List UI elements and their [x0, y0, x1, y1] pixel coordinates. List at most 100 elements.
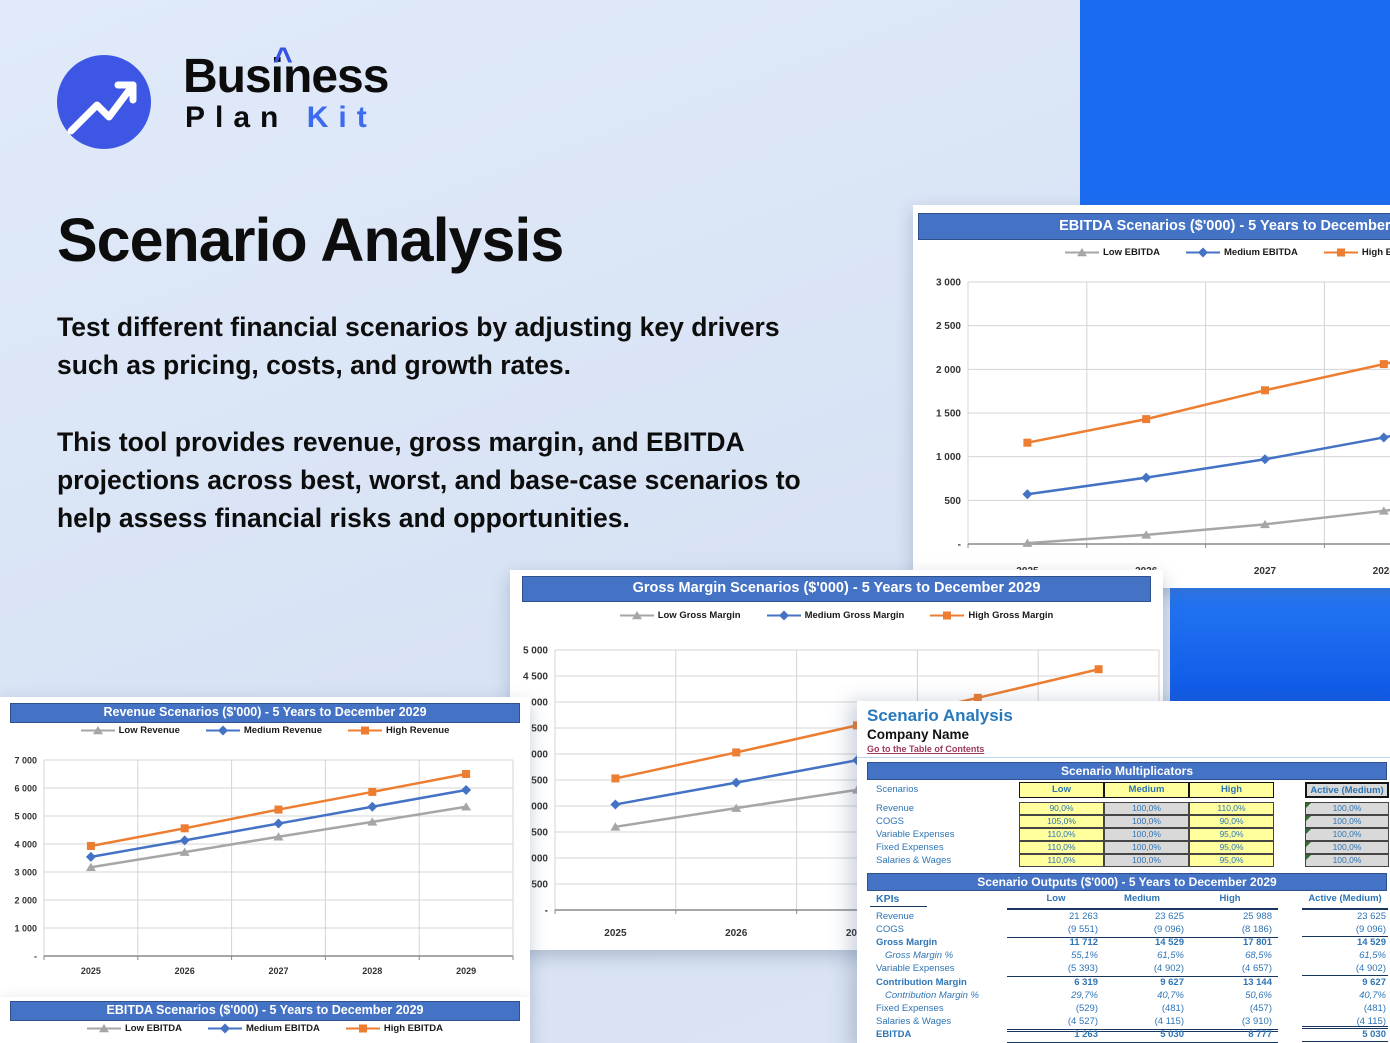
legend-label: High Revenue — [386, 725, 450, 736]
svg-text:4 500: 4 500 — [523, 672, 548, 683]
chart-legend: Low Revenue Medium Revenue High Revenue — [0, 725, 530, 736]
column-header: High — [1189, 782, 1274, 798]
value-high: (3 910) — [1241, 1015, 1272, 1027]
legend-marker-icon — [205, 725, 240, 736]
value-active: 23 625 — [1356, 911, 1386, 922]
row-label: Fixed Expenses — [876, 842, 944, 853]
table-row: Gross Margin 11 712 14 529 17 801 14 529 — [857, 937, 1390, 950]
table-row: Salaries & Wages (4 527) (4 115) (3 910)… — [857, 1015, 1390, 1032]
table-row: Revenue 90,0% 100,0% 110,0% 100,0% — [857, 802, 1390, 815]
legend-marker-icon — [1323, 248, 1358, 257]
svg-text:5 000: 5 000 — [523, 646, 548, 657]
cell-low[interactable]: 110,0% — [1019, 841, 1104, 854]
value-active: 5 030 — [1302, 1029, 1388, 1042]
multiplicators-header: Scenario Multiplicators — [867, 762, 1387, 780]
cell-medium[interactable]: 100,0% — [1104, 828, 1189, 841]
cell-medium[interactable]: 100,0% — [1104, 815, 1189, 828]
value-low: 6 319 — [1074, 976, 1098, 988]
brand-name: Business — [183, 50, 389, 103]
legend-label: Low EBITDA — [1103, 247, 1160, 258]
value-medium: (4 115) — [1154, 1015, 1184, 1027]
comment-triangle-icon — [1306, 816, 1311, 821]
value-group: 1 263 5 030 8 777 — [1007, 1029, 1278, 1043]
value-group: (5 393) (4 902) (4 657) — [1007, 963, 1278, 978]
table-row: EBITDA 1 263 5 030 8 777 5 030 — [857, 1029, 1390, 1043]
cell-active[interactable]: 100,0% — [1305, 815, 1389, 828]
svg-text:2028: 2028 — [362, 966, 382, 976]
sheet-company-name: Company Name — [867, 727, 970, 742]
comment-triangle-icon — [1306, 829, 1311, 834]
svg-text:2029: 2029 — [456, 966, 476, 976]
table-row: Variable Expenses (5 393) (4 902) (4 657… — [857, 963, 1390, 978]
svg-text:2 000: 2 000 — [14, 896, 37, 906]
svg-text:2 500: 2 500 — [936, 321, 961, 332]
svg-text:2027: 2027 — [268, 966, 288, 976]
row-label: Salaries & Wages — [876, 855, 952, 866]
cell-active[interactable]: 100,0% — [1305, 828, 1389, 841]
row-label: Gross Margin — [876, 937, 938, 949]
chart-panel-ebitda-bottom: EBITDA Scenarios ($'000) - 5 Years to De… — [0, 997, 530, 1043]
cell-active[interactable]: 100,0% — [1305, 802, 1389, 815]
legend-label: Medium Gross Margin — [804, 610, 905, 621]
value-high: 17 801 — [1242, 937, 1272, 949]
value-active: 61,5% — [1359, 950, 1386, 962]
active-column-header: Active (Medium) — [1305, 782, 1389, 798]
value-low: (529) — [1075, 1002, 1098, 1014]
cell-high[interactable]: 95,0% — [1189, 854, 1274, 867]
row-label: Variable Expenses — [876, 829, 955, 840]
value-high: 8 777 — [1248, 1028, 1272, 1040]
value-high: (8 186) — [1241, 924, 1272, 936]
kpis-header: KPIs — [870, 893, 928, 907]
svg-text:1 000: 1 000 — [523, 854, 548, 865]
value-low: 11 712 — [1069, 937, 1098, 949]
value-low: 29,7% — [1071, 989, 1098, 1001]
legend-marker-icon — [80, 726, 115, 735]
row-label: Revenue — [876, 803, 915, 814]
cell-high[interactable]: 95,0% — [1189, 841, 1274, 854]
svg-text:2 000: 2 000 — [523, 802, 548, 813]
brand-caret-icon: ^ — [273, 41, 293, 79]
cell-medium[interactable]: 100,0% — [1104, 802, 1189, 815]
cell-active[interactable]: 100,0% — [1305, 841, 1389, 854]
table-row: Fixed Expenses (529) (481) (457) (481) — [857, 1003, 1390, 1016]
cell-low[interactable]: 90,0% — [1019, 802, 1104, 815]
value-active: 9 627 — [1362, 976, 1386, 988]
comment-triangle-icon — [1306, 803, 1311, 808]
cell-high[interactable]: 95,0% — [1189, 828, 1274, 841]
row-axis-label: Scenarios — [876, 784, 919, 795]
value-low: (5 393) — [1067, 963, 1098, 975]
value-group: 29,7% 40,7% 50,6% — [1007, 990, 1278, 1003]
logo-chart-arrow-icon — [57, 55, 151, 149]
cell-low[interactable]: 110,0% — [1019, 828, 1104, 841]
cell-active[interactable]: 100,0% — [1305, 854, 1389, 867]
svg-text:2 500: 2 500 — [523, 776, 548, 787]
cell-high[interactable]: 110,0% — [1189, 802, 1274, 815]
legend-marker-icon — [1186, 247, 1220, 258]
value-medium: 61,5% — [1157, 950, 1184, 962]
legend-item: Medium EBITDA — [1186, 247, 1298, 258]
cell-medium[interactable]: 100,0% — [1104, 841, 1189, 854]
legend-marker-icon — [87, 1024, 121, 1033]
cell-low[interactable]: 105,0% — [1019, 815, 1104, 828]
svg-text:1 000: 1 000 — [14, 924, 37, 934]
cell-high[interactable]: 90,0% — [1189, 815, 1274, 828]
legend-label: Medium EBITDA — [1224, 247, 1298, 258]
table-of-contents-link[interactable]: Go to the Table of Contents — [867, 744, 985, 754]
legend-marker-icon — [1065, 248, 1099, 257]
value-group: (529) (481) (457) — [1007, 1003, 1278, 1016]
brand-kit: Kit — [306, 101, 377, 134]
value-medium: (481) — [1161, 1002, 1184, 1014]
value-medium: (9 096) — [1153, 924, 1184, 936]
svg-text:-: - — [958, 540, 961, 551]
hero-paragraph-2: This tool provides revenue, gross margin… — [57, 427, 801, 533]
cell-low[interactable]: 110,0% — [1019, 854, 1104, 867]
legend-marker-icon — [345, 1024, 380, 1033]
legend-item: High Gross Margin — [930, 610, 1053, 621]
svg-text:4 000: 4 000 — [523, 698, 548, 709]
svg-text:-: - — [545, 906, 548, 917]
cell-medium[interactable]: 100,0% — [1104, 854, 1189, 867]
svg-text:7 000: 7 000 — [14, 756, 37, 766]
value-active: (4 902) — [1302, 963, 1388, 977]
multiplicators-header-row: Scenarios Low Medium High Active (Medium) — [857, 782, 1390, 798]
